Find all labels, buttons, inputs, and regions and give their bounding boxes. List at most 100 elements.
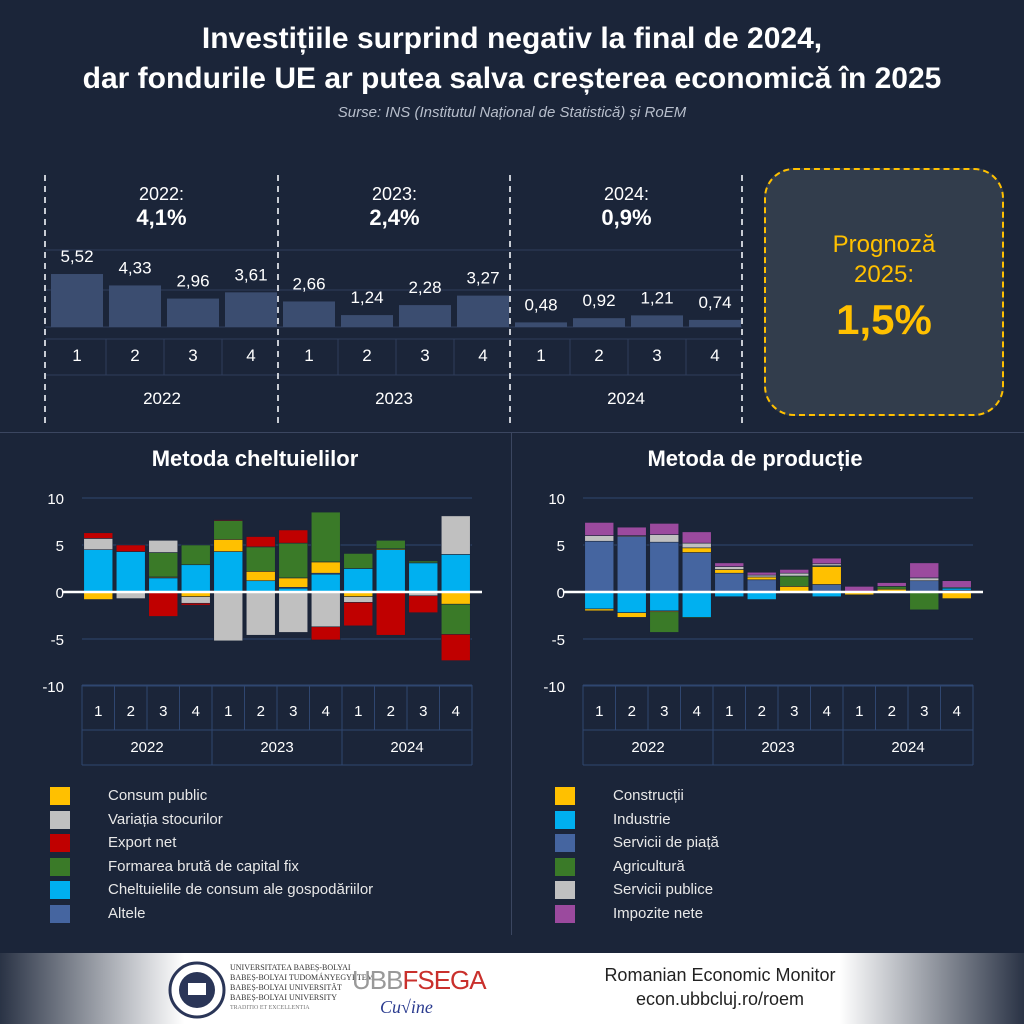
bar [631, 315, 683, 327]
production-chart: 10 5 0 -5 -10 1 2 3 4 1 2 3 4 1 2 3 4 2022 2023 2024 [543, 491, 983, 766]
bar-segment [681, 552, 712, 593]
bar-segment [375, 591, 406, 636]
year-label: 2024 [607, 389, 645, 408]
bar-segment [213, 539, 244, 552]
bar-segment [343, 602, 374, 627]
bar-segment [180, 544, 211, 566]
bar-segment [310, 573, 341, 593]
quarter-label: 3 [920, 703, 928, 720]
bar-segment [649, 611, 680, 633]
bar [225, 292, 277, 327]
bar-segment [180, 602, 211, 606]
bar-segment [649, 523, 680, 535]
legend-swatch [555, 881, 575, 900]
legend-label: Consum public [108, 787, 208, 804]
quarter-label: 3 [652, 346, 661, 365]
quarterly-growth-chart: 5,52 1 4,33 2 2,96 3 3,61 4 2,66 1 1,24 2 2,28 3 3,27 4… [44, 175, 743, 425]
bar-segment [245, 591, 276, 636]
bar-segment [310, 511, 341, 563]
year-label: 2023 [260, 739, 293, 756]
bar-segment [714, 569, 745, 574]
roem-link[interactable]: econ.ubbcluj.ro/roem [635, 989, 805, 1009]
legend-swatch [50, 810, 70, 829]
quarter-label: 3 [289, 703, 297, 720]
legend-item: Industrie [555, 810, 719, 830]
bar-segment [584, 608, 615, 612]
bar-segment [941, 580, 972, 588]
quarter-label: 2 [888, 703, 896, 720]
quarter-label: 2 [628, 703, 636, 720]
legend-swatch [50, 905, 70, 923]
legend-label: Altele [108, 904, 146, 922]
legend-label: Export net [108, 834, 177, 852]
year-label: 2023 [375, 389, 413, 408]
legend-item: Variația stocurilor [50, 810, 373, 830]
quarter-label: 4 [246, 346, 255, 365]
bar-segment [343, 568, 374, 593]
legend-label: Servicii de piață [613, 834, 719, 852]
data-label: 0,74 [698, 293, 731, 312]
quarter-label: 2 [387, 703, 395, 720]
year-label: 2024 [891, 739, 924, 756]
legend-swatch [555, 905, 575, 923]
bar-segment [616, 526, 647, 536]
y-tick-label: -10 [543, 679, 565, 696]
bar-segment [714, 562, 745, 567]
y-tick-label: 0 [557, 585, 565, 602]
footer: UNIVERSITATEA BABEȘ-BOLYAI BABEȘ-BOLYAI T… [0, 953, 1024, 1024]
legend-item: Agricultură [555, 857, 719, 877]
bar-segment [278, 529, 309, 544]
quarter-label: 4 [478, 346, 487, 365]
expenditure-chart: 10 5 0 -5 -10 1 2 3 4 1 2 3 4 1 2 3 4 2022 2023 2024 [42, 491, 482, 766]
bar-segment [649, 534, 680, 543]
title-line-2: dar fondurile UE ar putea salva creștere… [82, 62, 942, 95]
bar [515, 322, 567, 327]
legend-item: Impozite nete [555, 904, 719, 924]
bar-segment [115, 544, 146, 552]
bar-segment [746, 579, 777, 593]
bar-segment [584, 535, 615, 542]
bar-segment [909, 562, 940, 579]
chart-title-expenditure: Metoda cheltuielilor [151, 446, 359, 471]
chart-title-production: Metoda de producție [647, 446, 863, 471]
legend-label: Variația stocurilor [108, 810, 223, 828]
y-tick-label: 0 [56, 585, 64, 602]
y-tick-label: 10 [548, 491, 565, 508]
y-tick-label: 5 [557, 538, 565, 555]
legend-swatch [50, 834, 70, 853]
legend-label: Industrie [613, 810, 671, 828]
y-tick-label: -5 [552, 632, 565, 649]
quarter-label: 4 [823, 703, 831, 720]
quarter-label: 3 [159, 703, 167, 720]
bar-segment [681, 617, 712, 619]
legend-label: Formarea brută de capital fix [108, 857, 299, 875]
data-label: 0,92 [582, 291, 615, 310]
quarter-label: 3 [419, 703, 427, 720]
bar-segment [83, 538, 114, 550]
quarter-label: 1 [304, 346, 313, 365]
bar-segment [213, 519, 244, 521]
bar-segment [115, 551, 146, 593]
bar-segment [213, 551, 244, 593]
quarter-label: 2 [362, 346, 371, 365]
legend-swatch [50, 881, 70, 900]
bar [399, 305, 451, 327]
legend-expenditure: Consum public Variația stocurilor Export n… [50, 786, 373, 928]
bar-segment [584, 540, 615, 593]
quarter-label: 4 [192, 703, 200, 720]
divider-vertical [511, 432, 512, 935]
quarter-label: 3 [660, 703, 668, 720]
data-label: 1,21 [640, 288, 673, 307]
bar-segment [584, 591, 615, 610]
quarter-label: 2 [594, 346, 603, 365]
bar-segment [779, 569, 810, 574]
bar-segment [213, 520, 244, 540]
bar-segment [876, 582, 907, 587]
bar-segment [746, 576, 777, 581]
legend-swatch [555, 834, 575, 853]
bar-segment [148, 591, 179, 617]
data-label: 1,24 [350, 288, 383, 307]
ubbfsega-logo: UBBFSEGA [352, 965, 487, 995]
quarter-label: 2 [758, 703, 766, 720]
